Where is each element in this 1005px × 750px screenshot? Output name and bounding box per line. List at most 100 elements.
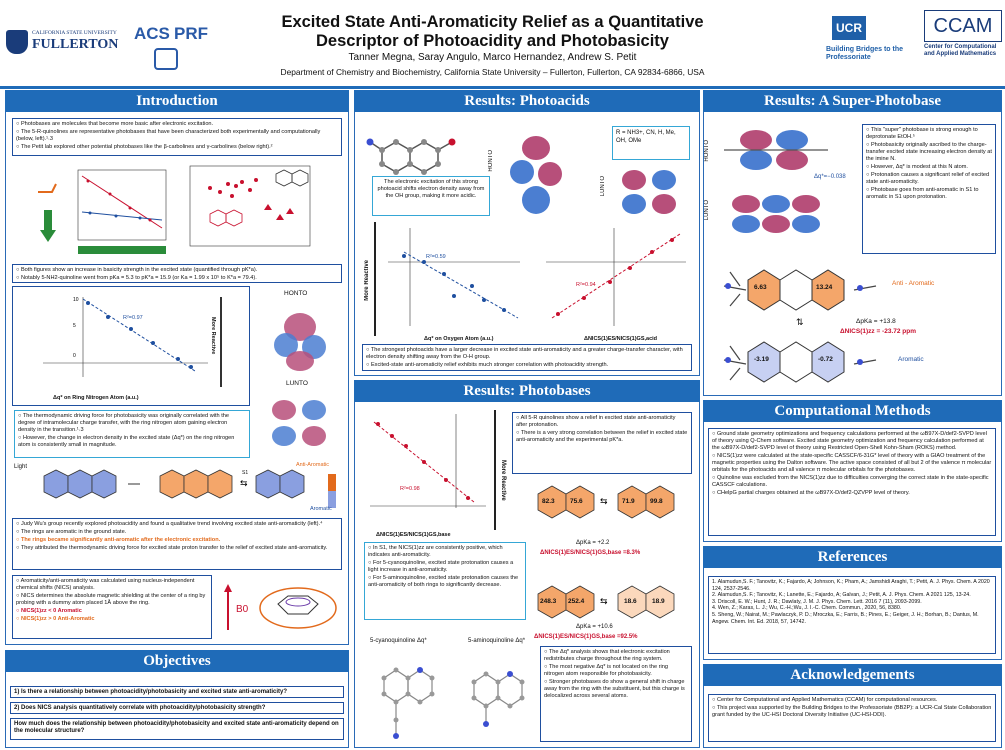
photoacid-plot-2: R²=0.94 (540, 222, 690, 340)
photobase-plot-xlabel: ΔNICS(1)ES/NICS(1)GS,base (376, 532, 451, 538)
superbase-ring-1: 6.63 (754, 284, 767, 291)
svg-text:0: 0 (73, 353, 76, 359)
photobase-bullet: In S1, the NICS(1)zz are consistently po… (368, 545, 522, 559)
methods-bullet: Ground state geometry optimizations and … (712, 431, 992, 452)
reference-item: 1. Alamudun,S. F.; Tanovitz, K.; Fajardo… (712, 579, 990, 592)
intro-honto-label: HONTO (284, 290, 308, 297)
photobase-bullet: For 5-cyanoquinoline, excited state prot… (368, 560, 522, 574)
photobase-bullet: There is a very strong correlation betwe… (516, 430, 688, 444)
superbase-bullet: Photobase goes from anti-aromatic in S1 … (866, 187, 992, 201)
objectives-heading-text: Objectives (143, 653, 211, 669)
methods-box: Ground state geometry optimizations and … (708, 428, 996, 536)
intro-bullet: The Petit lab explored other potential p… (16, 144, 338, 151)
more-reactive-arrow-icon (220, 297, 222, 387)
intro-bullet: The 5-R-quinolines are representative ph… (16, 129, 338, 143)
reference-item: 5. Sheng, W.; Nairat, M.; Pawlaczyk, P. … (712, 611, 979, 625)
title-line-1: Excited State Anti-Aromaticity Relief as… (281, 13, 704, 31)
photobases-heading: Results: Photobases (354, 380, 700, 402)
ccam-text: CCAM (924, 10, 1002, 42)
superbase-dq: Δq*=−0.038 (814, 174, 846, 180)
cyano-dq-label: 5-cyanoquinoline Δq* (370, 638, 427, 644)
intro-bullet: NICS(1)zz > 0 Anti-Aromatic (16, 616, 208, 623)
acs-prf-logo: ACS PRF (134, 20, 214, 70)
reference-item: 3. Driscoll, E. W.; Hunt, J. R.; Dawlaty… (712, 598, 922, 605)
photobase-plot-r2: R²=0.98 (400, 486, 420, 492)
intro-bullets-5: Aromaticity/anti-aromaticity was calcula… (12, 575, 212, 639)
intro-bullet: Notably 5-NH2-quinoline went from pKa = … (16, 275, 338, 282)
photoacid-plot-1: R²=0.59 (384, 222, 524, 340)
amino-ring-figure: ⇆ 248.3 252.4 18.6 18.9 (534, 580, 684, 632)
superbase-dpk: ΔpKa = +13.8 (856, 318, 896, 325)
intro-lunto-orbital (262, 392, 340, 454)
methods-heading-text: Computational Methods (774, 403, 931, 419)
photobase-bullets-2: In S1, the NICS(1)zz are consistently po… (364, 542, 526, 620)
superbase-anti-molecule: 6.63 13.24 (720, 262, 880, 320)
amino-ring-2: 252.4 (568, 598, 585, 605)
intro-lunto-label: LUNTO (286, 380, 308, 387)
amino-ring-3: 18.6 (624, 598, 637, 605)
acknowledgements-box: Center for Computational and Applied Mat… (708, 694, 996, 742)
poster-title: Excited State Anti-Aromaticity Relief as… (220, 13, 765, 51)
intro-plot-r2: R²=0.97 (123, 315, 143, 321)
cyano-dpk: ΔpKa = +2.2 (576, 540, 610, 546)
intro-bullet: The rings became significantly anti-arom… (16, 537, 338, 544)
objectives-heading: Objectives (5, 650, 349, 672)
nics-figure: B0 (218, 578, 344, 638)
photoacid-rgroups: R = NH3+, CN, H, Me, OH, OMe (612, 126, 690, 160)
intro-heading: Introduction (5, 90, 349, 112)
hammett-plot (38, 169, 167, 254)
acknowledgement-bullet: Center for Computational and Applied Mat… (712, 697, 992, 704)
csuf-seal-icon (6, 30, 28, 54)
svg-text:10: 10 (73, 297, 79, 303)
acknowledgements-heading: Acknowledgements (703, 664, 1002, 686)
objective-1: 1) Is there a relationship between photo… (10, 686, 344, 698)
photoacid-honto-label: HONTO (488, 150, 494, 172)
csuf-top-text: CALIFORNIA STATE UNIVERSITY (32, 30, 117, 36)
superbase-bullet: Protonation causes a significant relief … (866, 172, 992, 186)
intro-plot-box: 10 5 0 R²=0.97 Δq* on Ring Nitrogen Atom… (12, 286, 250, 406)
ucr-text: UCR (832, 16, 866, 40)
superbase-arom-label: Aromatic (898, 356, 924, 363)
acs-hexagon-icon (154, 48, 178, 70)
wu-figure: ⇆ Light S1 Anti-Aromatic Aromatic (10, 462, 346, 516)
superbase-honto-orbital (716, 120, 836, 180)
superbase-honto-label: HONTO (704, 140, 710, 162)
more-reactive-arrow-label: More Reactive (210, 317, 216, 355)
methods-bullet: Quinoline was excluded from the NICS(1)z… (712, 475, 992, 489)
ccam-tagline: Center for Computational and Applied Mat… (924, 44, 997, 57)
photobase-bullet: The Δq* analysis shows that electronic e… (544, 649, 688, 663)
methods-heading: Computational Methods (703, 400, 1002, 422)
photoacid-honto-orbital (500, 130, 572, 222)
acknowledgement-bullet: This project was supported by the Buildi… (712, 705, 992, 719)
references-box: 1. Alamudun,S. F.; Tanovitz, K.; Fajardo… (708, 576, 996, 654)
light-label: Light (14, 464, 28, 470)
acs-text: ACS (134, 24, 170, 43)
cyano-ring-2: 75.6 (570, 498, 583, 505)
intro-bullets-2: Both figures show an increase in basicit… (12, 264, 342, 283)
superbase-lunto-label: LUNTO (704, 200, 710, 221)
intro-bullet: Photobases are molecules that become mor… (16, 121, 338, 128)
amino-ring-4: 18.9 (652, 598, 665, 605)
intro-bullet: Both figures show an increase in basicit… (16, 267, 338, 274)
reference-item: 4. Wen, Z.; Karas, L. J.; Wu, C.-H.;Wu, … (712, 605, 902, 612)
photobase-bullet: For 5-aminoquinoline, excited state prot… (368, 575, 522, 589)
objective-3: How much does the relationship between p… (10, 718, 344, 740)
photoacid-lunto-label: LUNTO (600, 176, 606, 197)
superbase-heading: Results: A Super-Photobase (703, 90, 1002, 112)
methods-bullet: NICS(1)zz were calculated at the state-s… (712, 453, 992, 474)
cyano-ring-1: 82.3 (542, 498, 555, 505)
title-line-2: Descriptor of Photoacidity and Photobasi… (316, 32, 669, 50)
intro-figure-left (30, 162, 170, 260)
aromatic-label: Aromatic (310, 506, 332, 512)
svg-text:⇆: ⇆ (600, 597, 608, 607)
ucr-logo: UCR Building Bridges to the Professoriat… (826, 16, 916, 72)
superbase-lunto-orbital (716, 186, 836, 242)
photoacid-reactive-arrow-icon (374, 222, 376, 336)
superbase-bullet: This "super" photobase is strong enough … (866, 127, 992, 141)
csuf-bottom-text: FULLERTON (32, 37, 119, 52)
prf-text: PRF (174, 24, 208, 43)
references-heading-text: References (817, 549, 888, 565)
photoacid-molecule (362, 120, 462, 180)
intro-bullet: NICS(1)zz < 0 Aromatic (16, 608, 208, 615)
intro-bullet: The thermodynamic driving force for phot… (18, 413, 246, 434)
